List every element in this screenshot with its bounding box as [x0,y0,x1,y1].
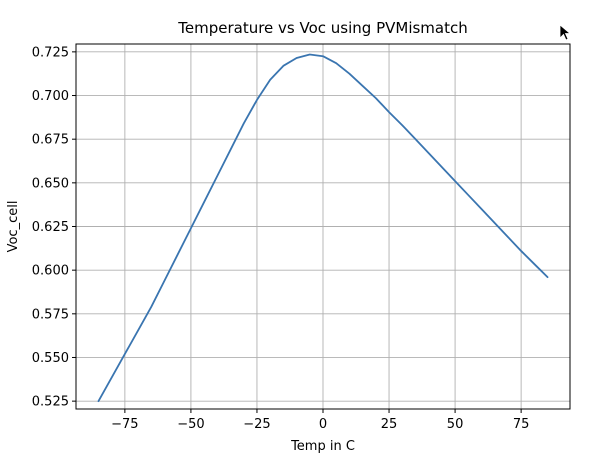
x-tick-label: 0 [319,417,327,432]
y-tick-label: 0.600 [32,264,69,279]
y-tick-label: 0.550 [32,351,69,366]
y-tick-label: 0.700 [32,89,69,104]
y-axis: 0.525 0.550 0.575 0.600 0.625 0.650 0.675 0.700… [32,45,76,410]
series-layer [97,53,549,403]
y-tick-label: 0.675 [32,133,69,148]
y-tick-label: 0.575 [32,307,69,322]
x-axis-label: Temp in C [290,439,355,454]
y-axis-label: Voc_cell [6,201,21,253]
x-tick-label: −25 [243,417,270,432]
y-tick-label: 0.525 [32,395,69,410]
x-tick-label: 50 [447,417,464,432]
y-tick-label: 0.725 [32,45,69,60]
grid [76,44,570,409]
x-tick-label: −50 [177,417,204,432]
y-tick-label: 0.650 [32,176,69,191]
series-line [97,53,549,403]
x-axis: −75 −50 −25 0 25 50 75 [111,409,529,432]
x-tick-label: 25 [381,417,398,432]
y-tick-label: 0.625 [32,220,69,235]
chart-title: Temperature vs Voc using PVMismatch [177,19,468,37]
x-tick-label: −75 [111,417,138,432]
x-tick-label: 75 [513,417,530,432]
mouse-cursor-icon [559,24,572,41]
